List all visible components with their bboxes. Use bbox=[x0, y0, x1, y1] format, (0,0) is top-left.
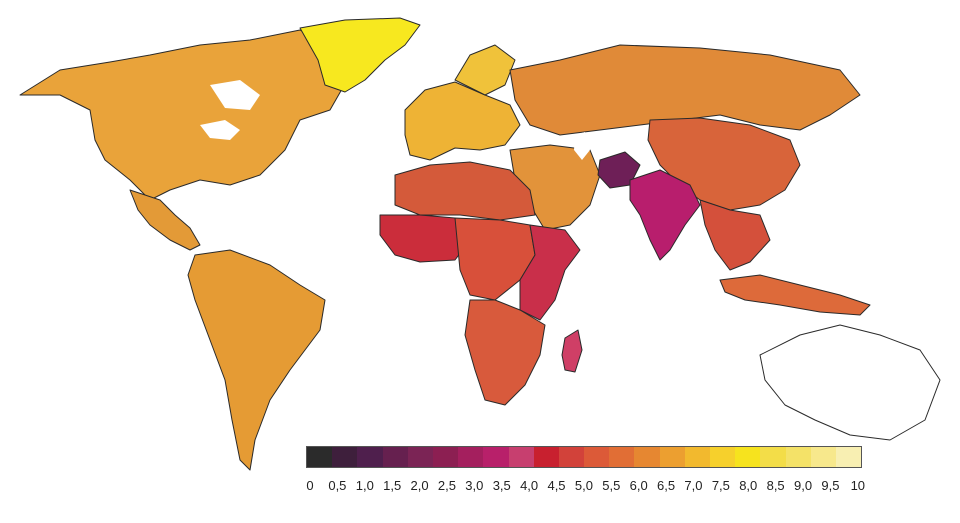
legend-tick-label: 6,0 bbox=[629, 478, 648, 493]
legend-swatch bbox=[357, 447, 383, 467]
legend-swatch bbox=[407, 447, 433, 467]
legend-tick-label: 0 bbox=[306, 478, 314, 493]
legend-swatch bbox=[659, 447, 685, 467]
legend-swatch bbox=[609, 447, 635, 467]
legend-tick-label: 6,5 bbox=[657, 478, 676, 493]
legend-tick-label: 10 bbox=[850, 478, 866, 493]
legend-tick-label: 5,5 bbox=[602, 478, 621, 493]
legend-tick-label: 8,5 bbox=[766, 478, 785, 493]
legend-swatch bbox=[634, 447, 660, 467]
legend-tick-label: 1,5 bbox=[383, 478, 402, 493]
legend-tick-label: 9,5 bbox=[821, 478, 840, 493]
region-southern-africa bbox=[464, 299, 546, 406]
legend-swatch bbox=[558, 447, 585, 467]
legend-swatch bbox=[533, 447, 559, 467]
legend-swatch bbox=[307, 447, 333, 467]
legend-tick-label: 3,5 bbox=[492, 478, 511, 493]
legend-swatch bbox=[332, 447, 358, 467]
legend-swatch bbox=[684, 447, 710, 467]
legend-swatch bbox=[710, 447, 736, 467]
lake-hudson-bay bbox=[210, 80, 260, 110]
legend-tick-label: 3,0 bbox=[465, 478, 484, 493]
legend-tick-label: 1,0 bbox=[355, 478, 374, 493]
region-madagascar bbox=[561, 329, 583, 373]
region-north-africa bbox=[394, 161, 536, 221]
color-scale-legend: 0 0,5 1,0 1,5 2,0 2,5 3,0 3,5 4,0 4,5 5,0 5,5 6,0 6,5… bbox=[306, 446, 865, 496]
region-europe bbox=[404, 81, 521, 161]
region-india bbox=[629, 169, 701, 261]
legend-tick-label: 4,0 bbox=[520, 478, 539, 493]
legend-swatch bbox=[584, 447, 610, 467]
region-indonesia bbox=[719, 274, 871, 316]
legend-tick-label: 0,5 bbox=[328, 478, 347, 493]
legend-swatch bbox=[835, 447, 862, 467]
legend-swatch bbox=[760, 447, 786, 467]
region-north-america bbox=[19, 29, 381, 201]
region-greenland bbox=[299, 17, 421, 93]
legend-tick-label: 2,0 bbox=[410, 478, 429, 493]
legend-tick-label: 5,0 bbox=[574, 478, 593, 493]
region-west-africa bbox=[379, 214, 471, 263]
lake-caspian bbox=[574, 132, 590, 160]
legend-tick-label: 8,0 bbox=[739, 478, 758, 493]
legend-color-bar bbox=[306, 446, 862, 468]
region-central-america bbox=[129, 189, 201, 251]
region-southeast-asia bbox=[699, 199, 771, 271]
legend-swatch bbox=[810, 447, 836, 467]
legend-tick-label: 2,5 bbox=[437, 478, 456, 493]
legend-swatch bbox=[432, 447, 459, 467]
legend-swatch bbox=[508, 447, 534, 467]
legend-swatch bbox=[382, 447, 408, 467]
legend-tick-label: 4,5 bbox=[547, 478, 566, 493]
legend-tick-label: 7,5 bbox=[711, 478, 730, 493]
legend-swatch bbox=[458, 447, 484, 467]
legend-swatch bbox=[483, 447, 509, 467]
region-south-america bbox=[187, 249, 326, 471]
region-australia bbox=[759, 324, 941, 441]
legend-tick-label: 9,0 bbox=[793, 478, 813, 493]
lake-great-lakes bbox=[200, 120, 240, 140]
legend-swatch bbox=[785, 447, 811, 467]
legend-swatch bbox=[735, 447, 761, 467]
region-scandinavia bbox=[454, 44, 516, 96]
legend-tick-labels: 0 0,5 1,0 1,5 2,0 2,5 3,0 3,5 4,0 4,5 5,0 5,5 6,0 6,5… bbox=[300, 478, 868, 494]
legend-tick-label: 7,0 bbox=[684, 478, 703, 493]
region-russia bbox=[509, 44, 861, 136]
region-east-africa bbox=[519, 224, 581, 321]
